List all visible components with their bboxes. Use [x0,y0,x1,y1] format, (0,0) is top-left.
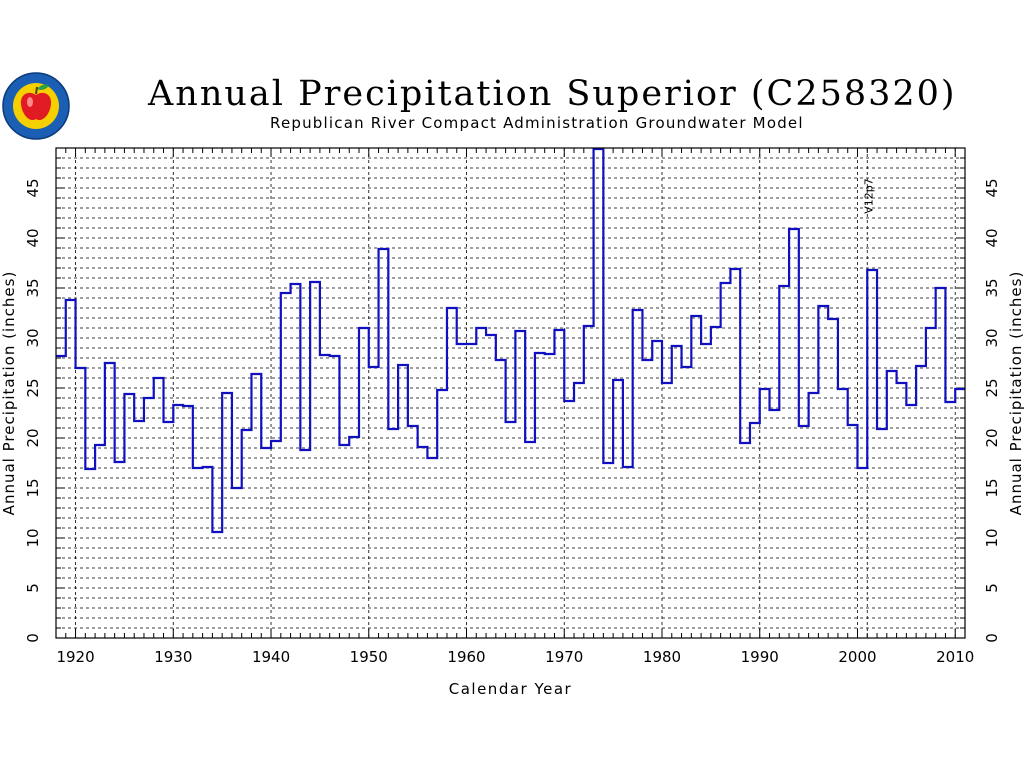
plot-frame [55,147,966,639]
apple-stem-icon [35,86,38,95]
annotation-label: V12p7 [862,178,875,214]
y-tick-label-left: 5 [24,583,42,593]
apple-leaf-icon [37,84,49,90]
y-tick-label-left: 35 [24,278,42,297]
x-tick-label: 1980 [643,648,681,666]
y-tick-label-right: 20 [983,428,1001,447]
axis-ticks [55,147,966,639]
x-axis-label: Calendar Year [449,680,572,698]
chart-title: Annual Precipitation Superior (C258320) [148,74,957,114]
x-tick-label: 1950 [350,648,388,666]
grid-lines [56,148,965,638]
y-tick-label-right: 0 [983,633,1001,643]
y-tick-label-right: 5 [983,583,1001,593]
y-tick-label-left: 25 [24,378,42,397]
y-tick-label-left: 30 [24,328,42,347]
precipitation-series-line [56,147,965,534]
y-tick-label-left: 20 [24,428,42,447]
y-tick-label-right: 40 [983,228,1001,247]
x-tick-label: 2010 [936,648,974,666]
y-tick-label-right: 45 [983,178,1001,197]
y-tick-label-left: 40 [24,228,42,247]
y-tick-label-right: 25 [983,378,1001,397]
x-tick-label: 1990 [741,648,779,666]
x-tick-label: 1960 [447,648,485,666]
x-tick-label: 1930 [154,648,192,666]
y-axis-label-right: Annual Precipitation (inches) [1007,271,1024,516]
y-tick-label-right: 35 [983,278,1001,297]
y-axis-label-left: Annual Precipitation (inches) [0,271,18,516]
y-tick-label-left: 0 [24,633,42,643]
x-tick-label: 1920 [56,648,94,666]
apple-highlight [27,97,33,107]
tick-labels: 1920 1930 1940 1950 1960 1970 1980 1990 2000 2010… [24,178,1001,666]
apple-seal-logo-icon [2,72,70,140]
x-tick-label: 2000 [838,648,876,666]
y-tick-label-right: 10 [983,528,1001,547]
y-tick-label-left: 10 [24,528,42,547]
y-tick-label-right: 15 [983,478,1001,497]
y-tick-label-right: 30 [983,328,1001,347]
x-tick-label: 1970 [545,648,583,666]
y-tick-label-left: 15 [24,478,42,497]
x-tick-label: 1940 [252,648,290,666]
chart-subtitle: Republican River Compact Administration … [270,114,804,132]
y-tick-label-left: 45 [24,178,42,197]
